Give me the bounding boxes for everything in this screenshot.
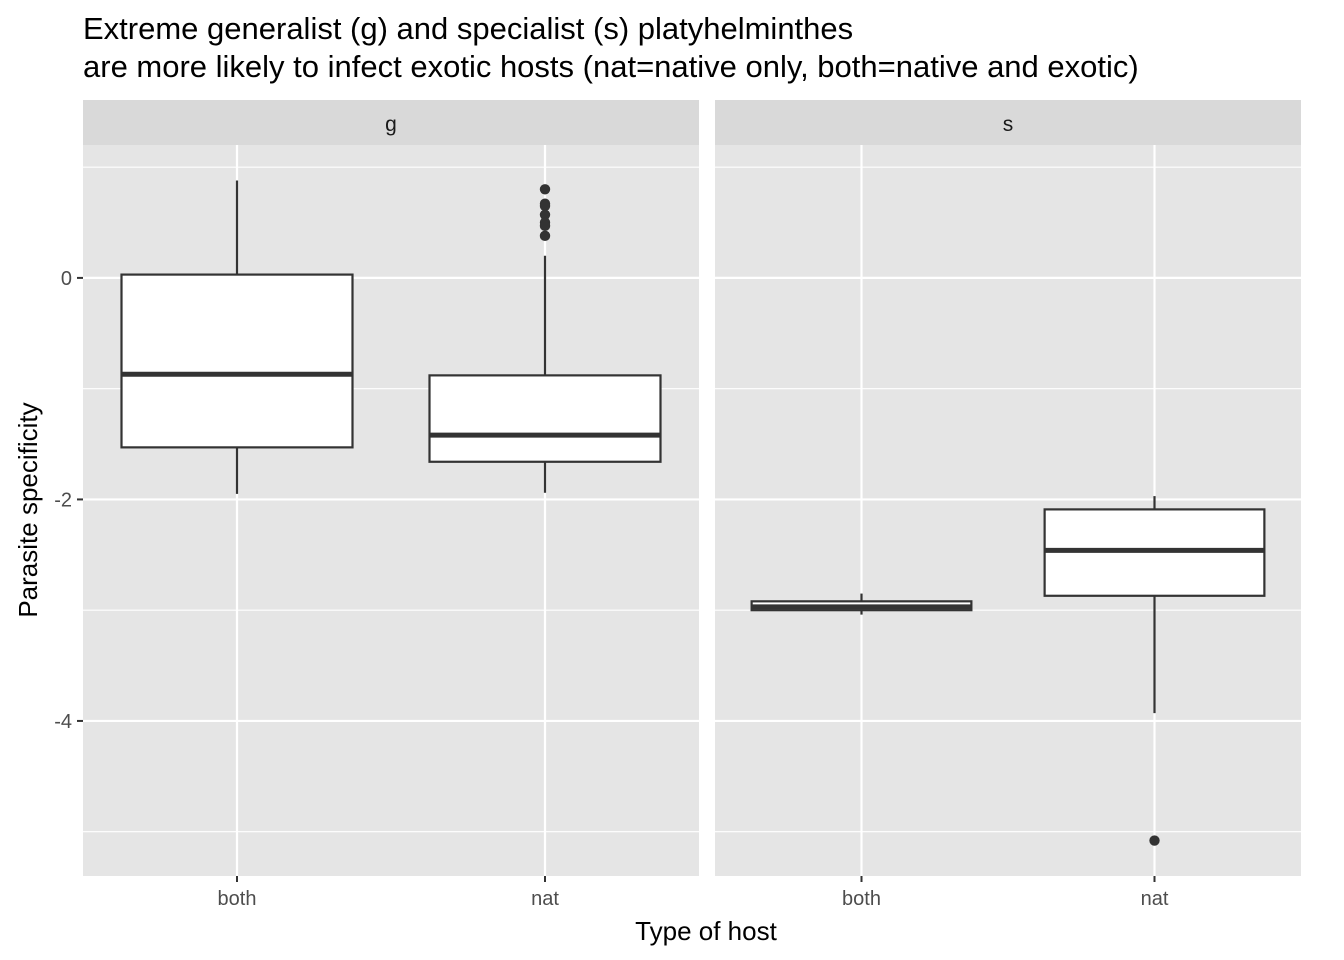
x-tick-label: nat: [531, 888, 559, 910]
y-tick-label: 0: [61, 268, 72, 290]
facet-panel-g: g both nat: [83, 100, 699, 910]
chart-title-line-2: are more likely to infect exotic hosts (…: [83, 49, 1139, 84]
boxplot-g-nat: [428, 184, 662, 493]
outlier-point: [1149, 835, 1160, 846]
outlier-point: [539, 220, 551, 232]
outlier-point: [539, 230, 551, 242]
x-tick-label: both: [218, 888, 257, 910]
facet-panel-s: s both nat: [715, 100, 1301, 910]
outlier-point: [539, 184, 551, 195]
panel-background: [83, 145, 699, 876]
facet-strip: [83, 100, 699, 145]
y-tick-label: -2: [54, 489, 72, 511]
outlier-point: [539, 209, 551, 220]
x-tick-label: nat: [1141, 888, 1169, 910]
outlier-point: [539, 200, 551, 212]
y-tick-label: -4: [54, 711, 72, 733]
boxplot-s-nat: [1043, 496, 1266, 846]
box: [428, 374, 662, 463]
chart-title-line-1: Extreme generalist (g) and specialist (s…: [83, 11, 853, 46]
facet-strip: [715, 100, 1301, 145]
boxplot-s-both: [750, 593, 973, 615]
box: [120, 273, 354, 449]
facet-strip-label: g: [385, 113, 397, 136]
boxplot-g-both: [120, 180, 354, 494]
y-axis-title: Parasite specificity: [13, 402, 43, 617]
facet-panels: g both nat s both nat: [83, 100, 1301, 910]
y-axis: 0 -2 -4: [54, 268, 83, 733]
facet-strip-label: s: [1003, 113, 1014, 136]
x-tick-label: both: [842, 888, 881, 910]
x-axis-title: Type of host: [635, 916, 777, 946]
